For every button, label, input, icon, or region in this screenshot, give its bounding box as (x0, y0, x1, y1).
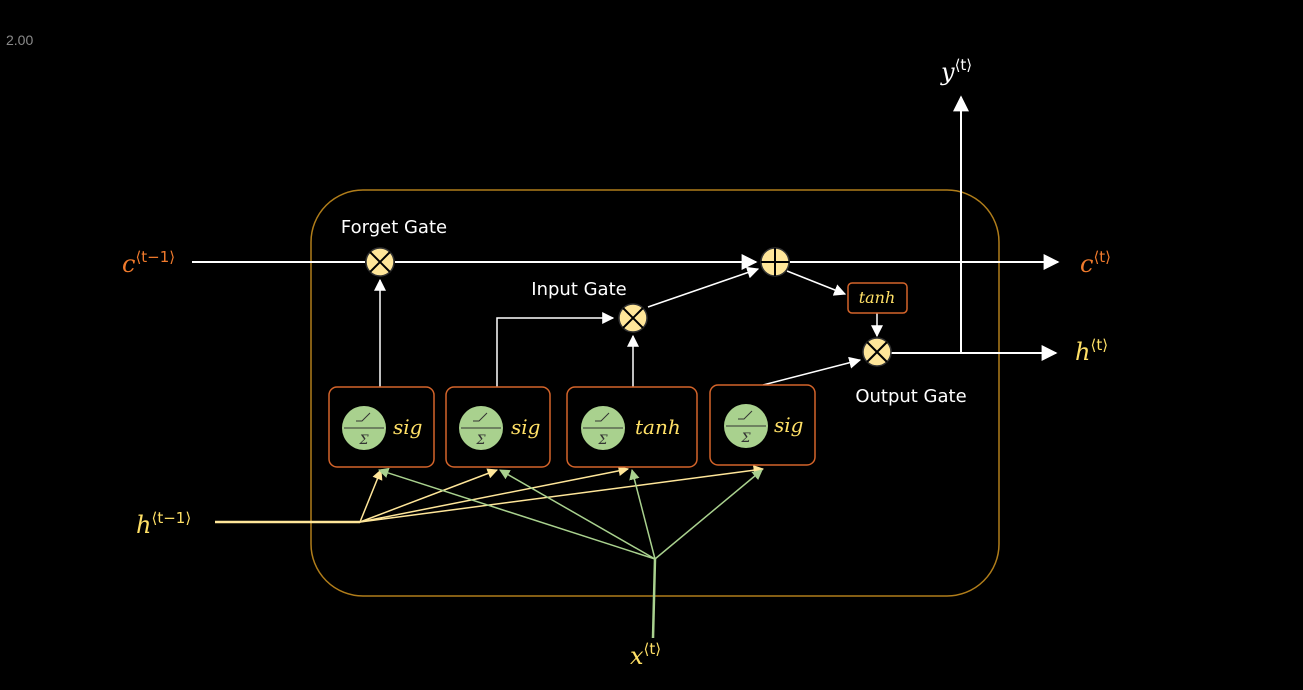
x-to-box1 (378, 467, 656, 560)
svg-text:Σ: Σ (475, 433, 486, 448)
corner-value: 2.00 (6, 32, 33, 48)
x-input-label: x⟨t⟩ (630, 640, 661, 670)
activation-fn-label: sig (511, 415, 540, 439)
h-to-box2 (359, 468, 498, 523)
y-output-label: y⟨t⟩ (940, 56, 972, 86)
svg-text:Σ: Σ (358, 433, 369, 448)
add-icon (760, 247, 790, 277)
svg-text:Σ: Σ (597, 433, 608, 448)
neuron-icon: Σ (724, 404, 768, 448)
add-to-tanh-line (786, 270, 847, 296)
h-next-label: h⟨t⟩ (1075, 336, 1108, 366)
svg-text:Σ: Σ (740, 431, 751, 446)
neuron-icon: Σ (459, 406, 503, 450)
activation-box-input-tanh: Σ tanh (566, 386, 698, 468)
output-sig-line (762, 356, 862, 386)
activation-box-output: Σ sig (709, 384, 816, 466)
h-to-box4 (359, 465, 765, 523)
input-sig-line (496, 312, 615, 387)
activation-fn-label: sig (774, 413, 803, 437)
x-to-box3 (629, 468, 656, 560)
h-prev-label: h⟨t−1⟩ (136, 509, 191, 539)
activation-fn-label: sig (393, 415, 422, 439)
output-multiply-icon (862, 337, 892, 367)
cell-tanh-label: tanh (859, 288, 896, 307)
c-next-label: c⟨t⟩ (1080, 248, 1111, 278)
input-to-add-line (647, 266, 760, 308)
x-in-line (651, 558, 657, 639)
cell-tanh-box: tanh (847, 282, 908, 314)
neuron-icon: Σ (581, 406, 625, 450)
x-to-box2 (499, 469, 656, 560)
c-prev-label: c⟨t−1⟩ (122, 248, 175, 278)
neuron-icon: Σ (342, 406, 386, 450)
input-gate-label: Input Gate (531, 279, 626, 300)
activation-box-forget: Σ sig (328, 386, 435, 468)
activation-box-input-sig: Σ sig (445, 386, 551, 468)
input-multiply-icon (618, 303, 648, 333)
forget-gate-label: Forget Gate (341, 217, 447, 238)
activation-fn-label: tanh (635, 415, 681, 439)
forget-multiply-icon (365, 247, 395, 277)
x-to-box4 (654, 469, 763, 560)
h-to-box3 (359, 465, 630, 523)
output-gate-label: Output Gate (855, 386, 966, 407)
h-to-box1 (359, 469, 383, 523)
